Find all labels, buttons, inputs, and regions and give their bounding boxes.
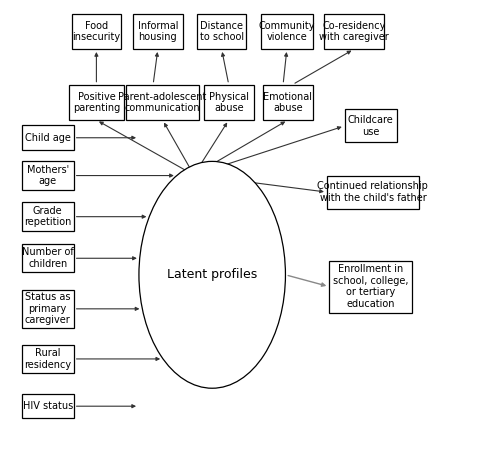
FancyBboxPatch shape (22, 244, 74, 273)
FancyBboxPatch shape (22, 161, 74, 190)
FancyBboxPatch shape (126, 84, 199, 120)
FancyBboxPatch shape (22, 394, 74, 419)
Text: Emotional
abuse: Emotional abuse (264, 91, 312, 113)
FancyBboxPatch shape (22, 345, 74, 373)
Text: Informal
housing: Informal housing (138, 20, 178, 42)
Ellipse shape (139, 161, 286, 388)
Text: Status as
primary
caregiver: Status as primary caregiver (25, 292, 70, 326)
Text: Co-residency
with caregiver: Co-residency with caregiver (319, 20, 389, 42)
FancyBboxPatch shape (197, 14, 246, 49)
Text: Childcare
use: Childcare use (348, 115, 394, 137)
Text: Parent-adolescent
communication: Parent-adolescent communication (118, 91, 207, 113)
FancyBboxPatch shape (344, 109, 397, 143)
Text: Continued relationship
with the child's father: Continued relationship with the child's … (318, 181, 428, 203)
Text: Number of
children: Number of children (22, 247, 74, 269)
FancyBboxPatch shape (329, 261, 412, 313)
Text: HIV status: HIV status (22, 401, 73, 411)
Text: Rural
residency: Rural residency (24, 348, 72, 370)
FancyBboxPatch shape (263, 84, 312, 120)
Text: Enrollment in
school, college,
or tertiary
education: Enrollment in school, college, or tertia… (333, 264, 408, 309)
FancyBboxPatch shape (22, 290, 74, 328)
FancyBboxPatch shape (204, 84, 254, 120)
FancyBboxPatch shape (69, 84, 124, 120)
Text: Distance
to school: Distance to school (200, 20, 244, 42)
Text: Physical
abuse: Physical abuse (208, 91, 248, 113)
Text: Positive
parenting: Positive parenting (73, 91, 120, 113)
FancyBboxPatch shape (22, 126, 74, 150)
Text: Grade
repetition: Grade repetition (24, 206, 72, 228)
FancyBboxPatch shape (22, 202, 74, 231)
Text: Mothers'
age: Mothers' age (26, 165, 69, 186)
FancyBboxPatch shape (324, 14, 384, 49)
FancyBboxPatch shape (133, 14, 182, 49)
Text: Child age: Child age (25, 133, 70, 143)
FancyBboxPatch shape (327, 175, 419, 209)
Text: Food
insecurity: Food insecurity (72, 20, 120, 42)
Text: Community
violence: Community violence (258, 20, 315, 42)
FancyBboxPatch shape (72, 14, 121, 49)
FancyBboxPatch shape (261, 14, 313, 49)
Text: Latent profiles: Latent profiles (167, 268, 258, 281)
